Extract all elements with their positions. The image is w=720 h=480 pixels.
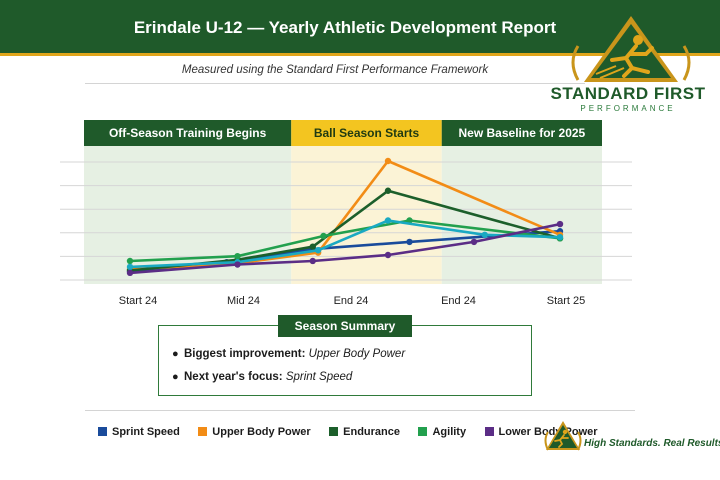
- data-point: [320, 232, 327, 240]
- header-banner: Erindale U-12 — Yearly Athletic Developm…: [0, 0, 720, 56]
- phase-header: [291, 120, 442, 146]
- development-line-chart: Start 24 Mid 24 End 24 End 24 Start 25 Off-S…: [60, 120, 632, 307]
- data-point: [384, 157, 392, 165]
- legend-swatch: [418, 427, 428, 436]
- brand-logo-icon: [571, 16, 691, 82]
- legend-item-lower-body-power: Lower Body Power: [484, 426, 598, 438]
- x-tick-label: Start 24: [119, 295, 158, 307]
- data-point: [406, 238, 413, 246]
- summary-item-value: Upper Body Power: [308, 348, 406, 360]
- phase-header: [84, 120, 292, 146]
- brand-name: STANDARD FIRST: [550, 84, 706, 103]
- legend-label: Lower Body Power: [498, 426, 598, 438]
- legend-label: Upper Body Power: [212, 426, 311, 438]
- legend-label: Sprint Speed: [112, 426, 180, 438]
- data-point: [384, 251, 392, 259]
- x-tick-label: End 24: [441, 295, 476, 307]
- x-tick-label: Start 25: [547, 295, 586, 307]
- summary-item-label: Next year's focus:: [184, 371, 283, 383]
- legend-item-sprint-speed: Sprint Speed: [98, 426, 180, 438]
- data-point: [126, 257, 134, 265]
- x-tick-label: End 24: [334, 295, 369, 307]
- data-point: [309, 257, 316, 265]
- legend-rule: [85, 410, 635, 411]
- legend-item-upper-body-power: Upper Body Power: [198, 426, 311, 438]
- data-point: [126, 269, 134, 277]
- bullet-icon: ●: [172, 348, 179, 360]
- brand-tagline: High Standards. Real Results.: [584, 438, 720, 449]
- phase-header: [441, 120, 602, 146]
- brand-subname: PERFORMANCE: [580, 104, 676, 113]
- legend-label: Endurance: [343, 426, 401, 438]
- data-point: [234, 261, 241, 268]
- summary-item-focus: ● Next year's focus: Sprint Speed: [172, 371, 353, 383]
- summary-item-value: Sprint Speed: [285, 371, 353, 383]
- summary-item-label: Biggest improvement:: [184, 348, 306, 360]
- data-point: [556, 233, 564, 241]
- data-point: [234, 253, 241, 260]
- subtitle-rule: [85, 83, 585, 84]
- x-tick-label: Mid 24: [227, 295, 260, 307]
- legend-swatch: [198, 427, 208, 436]
- data-point: [556, 220, 564, 228]
- legend-item-agility: Agility: [418, 426, 466, 438]
- legend-item-endurance: Endurance: [329, 426, 400, 438]
- phase-label: New Baseline for 2025: [459, 126, 586, 140]
- legend-swatch: [484, 427, 494, 436]
- phase-label: Off-Season Training Begins: [109, 126, 267, 140]
- data-point: [406, 217, 413, 224]
- phase-label: Ball Season Starts: [314, 126, 420, 140]
- series-line: [129, 219, 561, 269]
- bullet-icon: ●: [172, 371, 179, 383]
- data-point: [309, 243, 316, 250]
- data-point: [470, 238, 478, 246]
- data-point: [384, 187, 392, 194]
- data-point: [314, 247, 322, 254]
- footer-logo-icon: [544, 421, 582, 451]
- report-subtitle: Measured using the Standard First Perfor…: [181, 64, 489, 76]
- legend-swatch: [98, 427, 107, 436]
- summary-item-improvement: ● Biggest improvement: Upper Body Power: [172, 348, 406, 360]
- season-summary-title: Season Summary: [278, 315, 412, 337]
- data-point: [384, 217, 392, 224]
- series-line: [129, 222, 561, 275]
- chart-legend: Sprint Speed Upper Body Power Endurance …: [98, 422, 612, 438]
- legend-swatch: [329, 427, 339, 436]
- legend-label: Agility: [432, 426, 467, 438]
- report-title: Erindale U-12 — Yearly Athletic Developm…: [133, 18, 557, 37]
- data-point: [481, 231, 488, 238]
- data-point: [126, 263, 134, 271]
